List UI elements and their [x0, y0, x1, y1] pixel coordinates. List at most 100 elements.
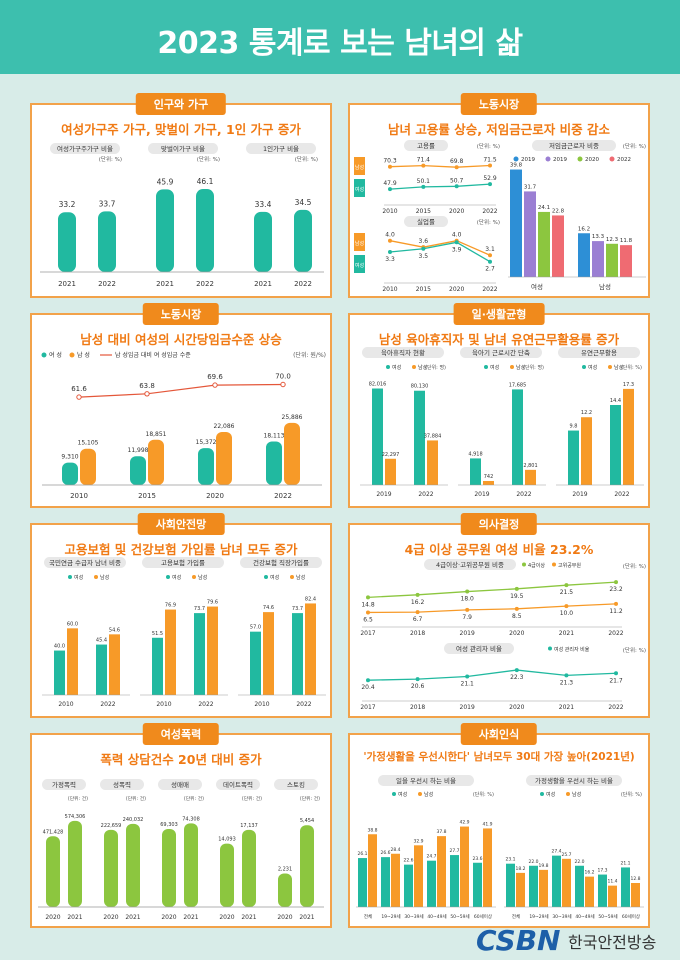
tick-label: 2010 — [58, 701, 73, 708]
panel-title: '가정생활을 우선시한다' 남녀모두 30대 가장 높아(2021년) — [363, 751, 635, 763]
tick-label: 2010 — [156, 701, 171, 708]
chart-title-bg — [424, 559, 516, 570]
tick-label: 2010 — [70, 492, 88, 500]
bar — [623, 388, 634, 485]
bar — [266, 441, 282, 485]
bar — [130, 456, 146, 485]
tick-label: 전체 — [512, 913, 520, 920]
bar — [450, 855, 459, 907]
data-label: 22.0 — [574, 859, 584, 865]
chart-employment-rate: 고용률 (단위: %) 70.3 71.4 69.8 71.5 47.9 50.1 50.7 52… — [354, 140, 500, 215]
unit-label: (단위: %) — [623, 142, 646, 150]
data-label: 18,113 — [264, 433, 285, 440]
series-line — [367, 669, 617, 681]
data-label: 37,884 — [424, 433, 442, 439]
data-label: 16.2 — [584, 870, 594, 876]
chart-title-bg — [404, 140, 448, 151]
unit-label: (단위: 원/%) — [293, 351, 326, 359]
group-title-bg — [42, 779, 86, 790]
legend-label: 여성 — [392, 364, 401, 371]
panel-social-safety: 사회안전망 고용보험 및 건강보험 가입률 남녀 모두 증가 국민연금 수급자 … — [30, 513, 332, 718]
data-label: 11.4 — [607, 879, 617, 885]
data-label: 54.6 — [109, 627, 120, 633]
legend-marker — [566, 792, 570, 796]
data-label: 37.8 — [436, 829, 446, 835]
tick-label: 2019 — [474, 491, 489, 498]
legend-label: 남성 — [614, 364, 623, 371]
unit-label: (단위: %) — [295, 155, 318, 163]
group-title-bg — [378, 775, 474, 786]
data-point — [366, 678, 370, 683]
data-point — [488, 259, 492, 264]
tick-label: 전체 — [364, 913, 372, 920]
tick-label: 2015 — [416, 286, 431, 293]
data-label: 10.0 — [560, 610, 574, 617]
tick-label: 2019 — [460, 704, 475, 711]
group-title-bg — [240, 557, 322, 568]
bar — [294, 209, 312, 272]
panel-title: 고용보험 및 건강보험 가입률 남녀 모두 증가 — [64, 542, 298, 557]
legend-marker — [608, 365, 612, 369]
data-label: 69.8 — [450, 158, 464, 165]
bar — [524, 191, 536, 277]
data-point — [421, 184, 426, 189]
group-title: 맞벌이가구 비율 — [161, 144, 205, 153]
tick-label: 2018 — [410, 630, 425, 637]
series-tag — [354, 233, 365, 251]
tick-label: 2022 — [296, 701, 311, 708]
tick-label: 60세이상 — [622, 913, 640, 920]
data-point — [488, 163, 492, 168]
data-point — [465, 674, 470, 679]
tick-label: 2017 — [360, 630, 375, 637]
data-point — [564, 604, 569, 609]
chart-title: 실업률 — [417, 217, 435, 226]
tick-label: 50~59세 — [450, 913, 469, 920]
legend-marker — [412, 365, 416, 369]
legend-marker — [484, 365, 488, 369]
bar — [585, 876, 594, 907]
data-label: 25,886 — [282, 414, 303, 421]
tick-label: 2022 — [294, 280, 312, 288]
tick-label: 2021 — [254, 280, 272, 288]
group-title: 가정생활을 우선시 하는 비율 — [535, 776, 613, 785]
tick-label: 2022 — [418, 491, 433, 498]
tick-label: 2017 — [360, 704, 375, 711]
bar — [292, 613, 303, 695]
panel-labor-employment: 노동시장 남녀 고용률 상승, 저임금근로자 비중 감소 고용률 (단위: %) 7… — [348, 93, 650, 298]
unit-label: (단위: 건) — [126, 795, 146, 802]
unit-label: (단위: %) — [473, 791, 494, 798]
data-point — [415, 610, 420, 615]
legend-marker — [609, 156, 615, 162]
legend-marker — [510, 365, 514, 369]
legend-marker — [290, 575, 294, 579]
bar — [104, 829, 118, 907]
unit-label: (단위: %) — [197, 155, 220, 163]
data-point — [488, 253, 492, 258]
data-label: 21.1 — [461, 680, 475, 687]
series-tag — [354, 179, 365, 197]
data-point — [564, 583, 569, 588]
bar — [552, 215, 564, 277]
bar — [98, 211, 116, 272]
bar — [194, 613, 205, 695]
data-label: 18.2 — [515, 866, 525, 872]
legend-label: 여 성 — [49, 351, 62, 359]
bar — [427, 440, 438, 485]
legend-marker — [392, 792, 396, 796]
data-label: 79.6 — [207, 600, 218, 606]
unit-label: (단위: 명) — [523, 364, 544, 371]
data-label: 2.7 — [485, 266, 495, 273]
tick-label: 2022 — [516, 491, 531, 498]
data-label: 41.9 — [482, 821, 492, 827]
data-label: 7.9 — [462, 614, 472, 621]
bar — [608, 885, 617, 907]
legend-label: 2019 — [553, 157, 567, 163]
bar — [67, 628, 78, 695]
bar — [385, 458, 396, 485]
tick-label: 2021 — [183, 914, 198, 921]
panel-tab: 여성폭력 — [142, 723, 220, 745]
legend-marker — [582, 365, 586, 369]
tick-label: 2015 — [416, 208, 431, 215]
tick-label: 2021 — [125, 914, 140, 921]
panel-labor-wages: 노동시장 남성 대비 여성의 시간당임금수준 상승 (단위: 원/%) 여 성 남 … — [30, 303, 332, 508]
